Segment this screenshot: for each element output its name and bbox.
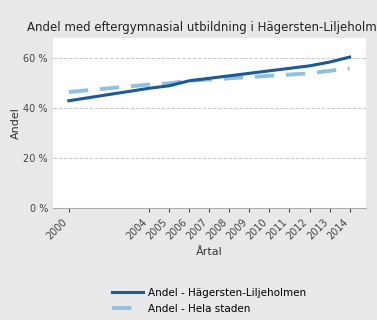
Line: Andel - Hela staden: Andel - Hela staden [69, 68, 349, 92]
Andel - Hägersten-Liljeholmen [167, 84, 172, 88]
Andel - Hägersten-Liljeholmen [307, 64, 312, 68]
Andel - Hela staden [187, 79, 192, 83]
Andel - Hägersten-Liljeholmen [187, 79, 192, 83]
Andel - Hägersten-Liljeholmen [287, 67, 292, 70]
Y-axis label: Andel: Andel [11, 107, 20, 139]
Andel - Hela staden [327, 69, 332, 73]
Andel - Hägersten-Liljeholmen [67, 99, 71, 103]
Andel - Hela staden [287, 73, 292, 76]
Andel - Hägersten-Liljeholmen [227, 74, 231, 78]
Andel - Hägersten-Liljeholmen [327, 60, 332, 64]
Andel - Hägersten-Liljeholmen [247, 71, 251, 75]
Andel - Hägersten-Liljeholmen [147, 86, 151, 90]
Legend: Andel - Hägersten-Liljeholmen, Andel - Hela staden: Andel - Hägersten-Liljeholmen, Andel - H… [109, 284, 310, 317]
Andel - Hela staden [67, 90, 71, 94]
Andel - Hela staden [207, 78, 211, 82]
Andel - Hela staden [247, 75, 251, 79]
Line: Andel - Hägersten-Liljeholmen: Andel - Hägersten-Liljeholmen [69, 57, 349, 101]
Andel - Hela staden [167, 81, 172, 85]
Andel - Hela staden [307, 71, 312, 75]
Title: Andel med eftergymnasial utbildning i Hägersten-Liljeholmen: Andel med eftergymnasial utbildning i Hä… [27, 21, 377, 35]
Andel - Hägersten-Liljeholmen [347, 55, 352, 59]
Andel - Hägersten-Liljeholmen [267, 69, 272, 73]
Andel - Hela staden [227, 76, 231, 80]
Andel - Hägersten-Liljeholmen [207, 76, 211, 80]
Andel - Hela staden [147, 83, 151, 86]
Andel - Hela staden [347, 67, 352, 70]
X-axis label: Årtal: Årtal [196, 247, 222, 257]
Andel - Hela staden [267, 74, 272, 78]
